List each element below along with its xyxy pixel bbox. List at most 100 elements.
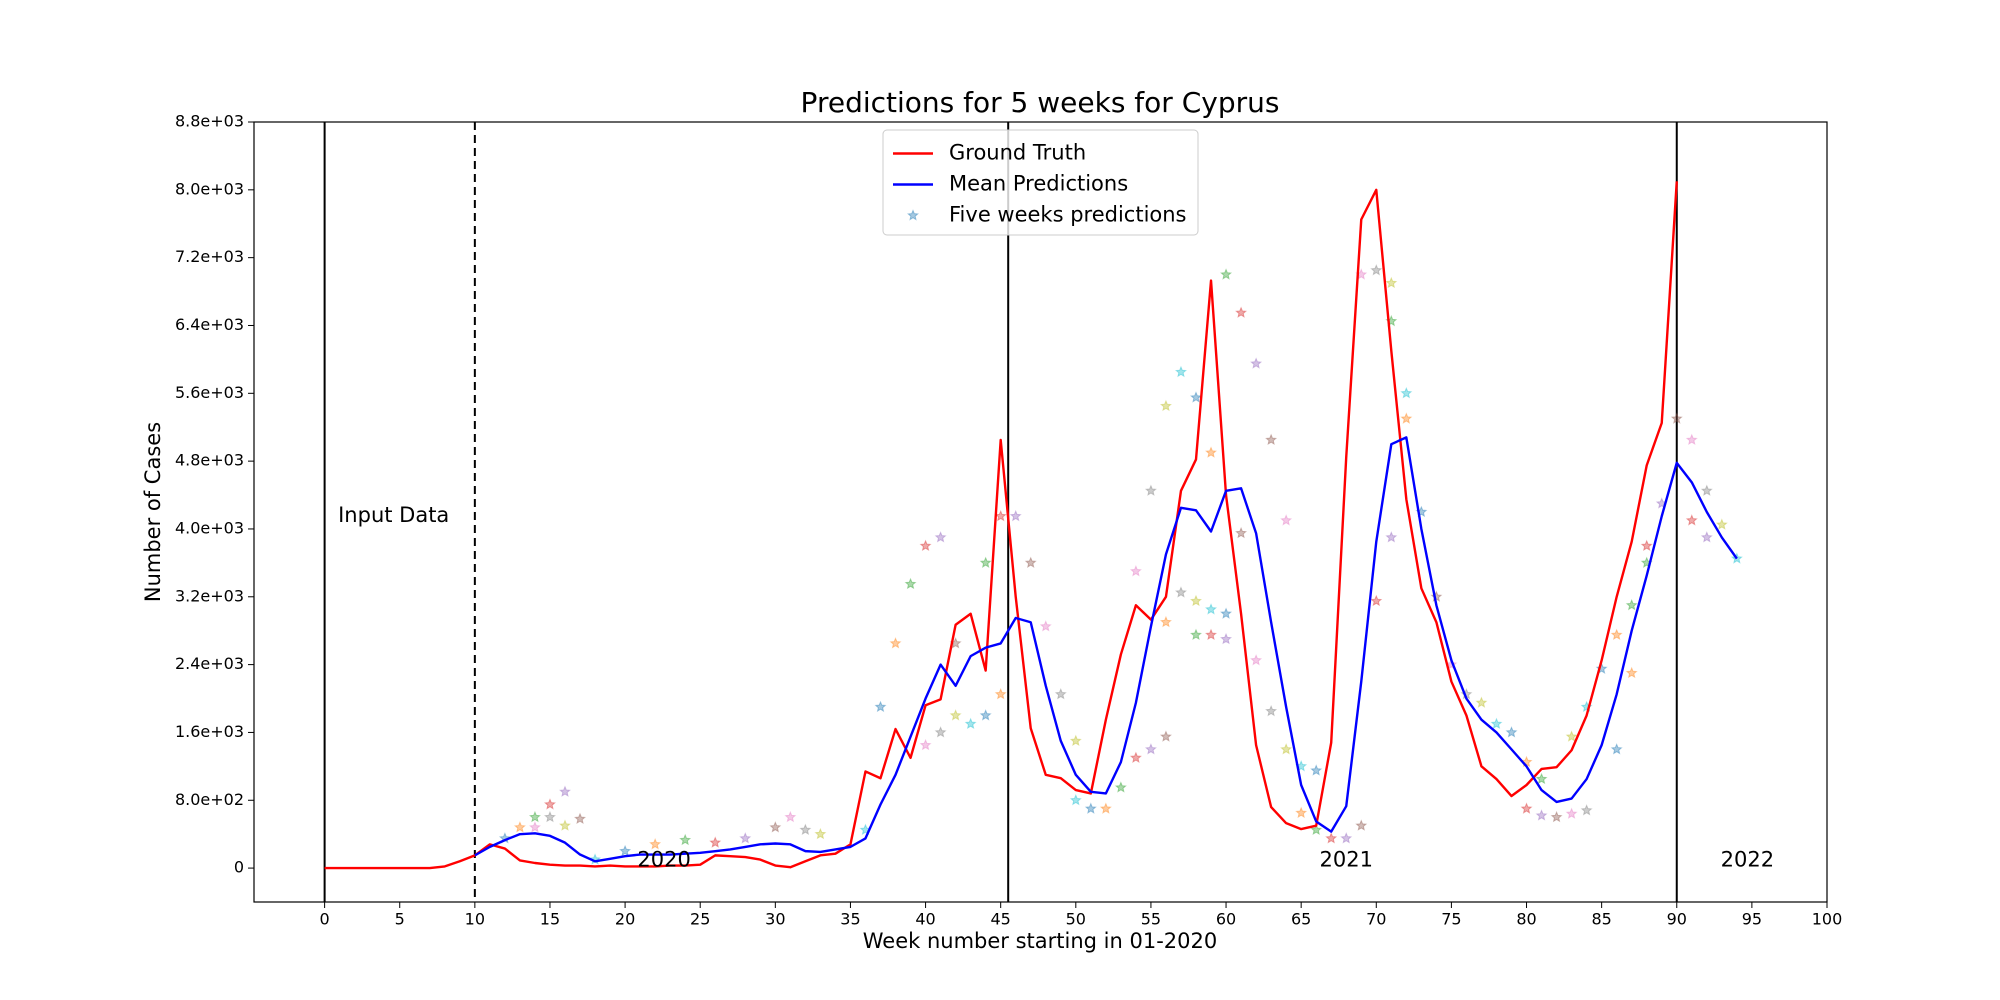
star-marker bbox=[1220, 607, 1233, 619]
y-tick-label: 8.0e+02 bbox=[175, 790, 244, 809]
star-marker bbox=[1220, 268, 1233, 280]
x-tick-label: 70 bbox=[1366, 910, 1386, 929]
x-tick-label: 75 bbox=[1441, 910, 1461, 929]
annotation: 2022 bbox=[1721, 847, 1774, 871]
star-marker bbox=[1039, 620, 1052, 632]
star-marker bbox=[1174, 586, 1187, 598]
star-marker bbox=[528, 810, 541, 823]
star-marker bbox=[1520, 802, 1533, 814]
x-tick-label: 85 bbox=[1591, 910, 1611, 929]
x-tick-label: 90 bbox=[1667, 910, 1687, 929]
annotation: 2021 bbox=[1320, 847, 1373, 871]
star-marker bbox=[1129, 751, 1142, 763]
star-marker bbox=[814, 827, 827, 840]
star-marker bbox=[513, 821, 526, 833]
x-tick-label: 95 bbox=[1742, 910, 1762, 929]
star-marker bbox=[1099, 802, 1112, 814]
line-series bbox=[324, 181, 1678, 870]
star-marker bbox=[1715, 518, 1728, 530]
star-marker bbox=[1190, 628, 1202, 641]
star-marker bbox=[1670, 412, 1683, 424]
star-marker bbox=[1550, 810, 1563, 823]
star-marker bbox=[1235, 306, 1248, 318]
star-marker bbox=[1535, 809, 1548, 821]
star-marker bbox=[769, 821, 782, 833]
star-marker bbox=[994, 687, 1007, 700]
y-tick-label: 0 bbox=[234, 858, 244, 877]
star-marker bbox=[904, 577, 917, 590]
star-marker bbox=[1159, 730, 1172, 742]
star-marker bbox=[1400, 412, 1413, 424]
star-marker bbox=[949, 709, 962, 721]
star-marker bbox=[528, 821, 541, 833]
star-marker bbox=[1325, 832, 1338, 844]
star-marker bbox=[1205, 446, 1218, 458]
star-marker bbox=[799, 823, 812, 836]
legend-marker bbox=[907, 209, 919, 221]
star-marker bbox=[979, 709, 992, 721]
x-axis-label: Week number starting in 01-2020 bbox=[863, 929, 1217, 953]
star-marker bbox=[1265, 704, 1278, 717]
star-marker bbox=[679, 833, 692, 846]
star-marker bbox=[1565, 730, 1578, 742]
x-tick-label: 20 bbox=[615, 910, 635, 929]
star-marker bbox=[1355, 819, 1368, 831]
star-marker bbox=[1250, 357, 1263, 369]
star-marker bbox=[1009, 509, 1022, 522]
star-marker bbox=[979, 556, 992, 568]
x-tick-label: 55 bbox=[1141, 910, 1161, 929]
x-tick-label: 10 bbox=[465, 910, 485, 929]
legend-label: Five weeks predictions bbox=[949, 203, 1187, 227]
star-marker bbox=[1220, 632, 1233, 645]
star-marker bbox=[1400, 386, 1413, 399]
x-tick-label: 40 bbox=[915, 910, 935, 929]
star-marker bbox=[1190, 594, 1202, 607]
annotation: Input Data bbox=[338, 503, 449, 527]
star-marker bbox=[1069, 793, 1082, 806]
y-tick-label: 4.8e+03 bbox=[175, 451, 244, 470]
legend-box bbox=[882, 129, 1199, 236]
star-marker bbox=[1370, 594, 1383, 607]
y-tick-label: 3.2e+03 bbox=[175, 586, 244, 605]
star-marker bbox=[649, 838, 662, 850]
x-tick-label: 65 bbox=[1291, 910, 1311, 929]
star-marker bbox=[574, 812, 587, 825]
legend-label: Ground Truth bbox=[949, 141, 1086, 165]
star-marker bbox=[934, 726, 947, 738]
star-marker bbox=[919, 738, 932, 751]
y-tick-label: 7.2e+03 bbox=[175, 247, 244, 266]
star-marker bbox=[1084, 802, 1097, 814]
star-marker bbox=[934, 531, 947, 543]
star-marker bbox=[874, 700, 887, 713]
x-tick-label: 80 bbox=[1516, 910, 1536, 929]
x-tick-label: 5 bbox=[395, 910, 405, 929]
star-marker bbox=[1280, 743, 1293, 755]
x-tick-label: 60 bbox=[1216, 910, 1236, 929]
star-marker bbox=[1129, 565, 1142, 577]
y-tick-label: 5.6e+03 bbox=[175, 383, 244, 402]
star-marker bbox=[1340, 832, 1353, 844]
star-marker bbox=[1610, 628, 1623, 641]
x-tick-label: 0 bbox=[320, 910, 330, 929]
star-marker bbox=[1685, 514, 1698, 526]
star-marker bbox=[1610, 743, 1623, 755]
y-tick-label: 8.8e+03 bbox=[175, 112, 244, 131]
star-marker bbox=[1144, 743, 1157, 755]
star-marker bbox=[1625, 598, 1638, 611]
star-marker bbox=[559, 785, 571, 797]
x-tick-label: 50 bbox=[1066, 910, 1086, 929]
star-marker bbox=[1144, 484, 1157, 496]
star-marker bbox=[1205, 628, 1218, 641]
star-marker bbox=[1580, 804, 1593, 816]
star-marker bbox=[1265, 433, 1278, 446]
y-tick-label: 6.4e+03 bbox=[175, 315, 244, 334]
y-tick-label: 1.6e+03 bbox=[175, 722, 244, 741]
star-marker bbox=[1054, 687, 1067, 700]
star-marker bbox=[1114, 781, 1127, 793]
star-marker bbox=[1280, 514, 1293, 526]
star-marker bbox=[1565, 807, 1578, 819]
star-marker bbox=[1700, 484, 1713, 496]
star-marker bbox=[784, 810, 797, 823]
